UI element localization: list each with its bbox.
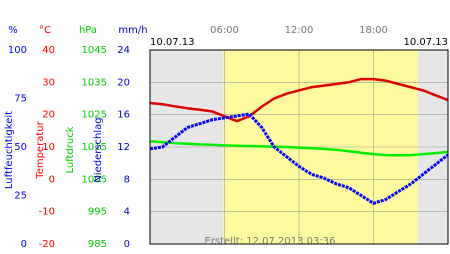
axis-title: Temperatur: [35, 120, 46, 179]
y-tick-label: 1005: [82, 174, 107, 185]
axis-unit: %: [8, 25, 18, 36]
y-tick-label: 0: [124, 239, 130, 250]
x-tick-label: 12:00: [285, 25, 314, 36]
y-tick-label: 24: [117, 45, 130, 56]
y-tick-label: -20: [39, 239, 55, 250]
y-tick-label: 1025: [82, 110, 107, 121]
plot-border: [149, 49, 449, 245]
y-tick-label: 20: [117, 77, 130, 88]
y-tick-label: 10: [42, 142, 55, 153]
axis-title: Luftdruck: [65, 126, 76, 173]
y-tick-label: 8: [124, 174, 130, 185]
y-tick-label: 25: [14, 191, 27, 202]
created-note: Erstellt: 12.07.2013 03:36: [205, 236, 336, 247]
axis-title: Luftfeuchtigkeit: [4, 111, 15, 189]
y-tick-label: 75: [14, 94, 27, 105]
y-tick-label: -10: [39, 207, 55, 218]
y-tick-label: 1015: [82, 142, 107, 153]
y-tick-label: 40: [42, 45, 55, 56]
y-tick-label: 985: [88, 239, 107, 250]
x-tick-label: 18:00: [359, 25, 388, 36]
y-tick-label: 50: [14, 142, 27, 153]
y-tick-label: 0: [21, 239, 27, 250]
y-tick-label: 20: [42, 110, 55, 121]
y-tick-label: 1045: [82, 45, 107, 56]
y-tick-label: 0: [49, 174, 55, 185]
axis-title: Niederschlag: [93, 117, 104, 182]
data-line: [149, 139, 449, 157]
data-line: [149, 77, 449, 123]
axis-unit: mm/h: [118, 25, 147, 36]
x-tick-label: 06:00: [210, 25, 239, 36]
y-tick-label: 4: [124, 207, 130, 218]
y-tick-label: 100: [8, 45, 27, 56]
date-label: 10.07.13: [403, 37, 448, 48]
y-tick-label: 995: [88, 207, 107, 218]
axis-unit: hPa: [79, 25, 97, 36]
y-tick-label: 16: [117, 110, 130, 121]
y-tick-label: 12: [117, 142, 130, 153]
y-tick-label: 30: [42, 77, 55, 88]
data-line: [149, 112, 449, 205]
axis-unit: °C: [39, 25, 51, 36]
y-tick-label: 1035: [82, 77, 107, 88]
date-label: 10.07.13: [150, 37, 195, 48]
